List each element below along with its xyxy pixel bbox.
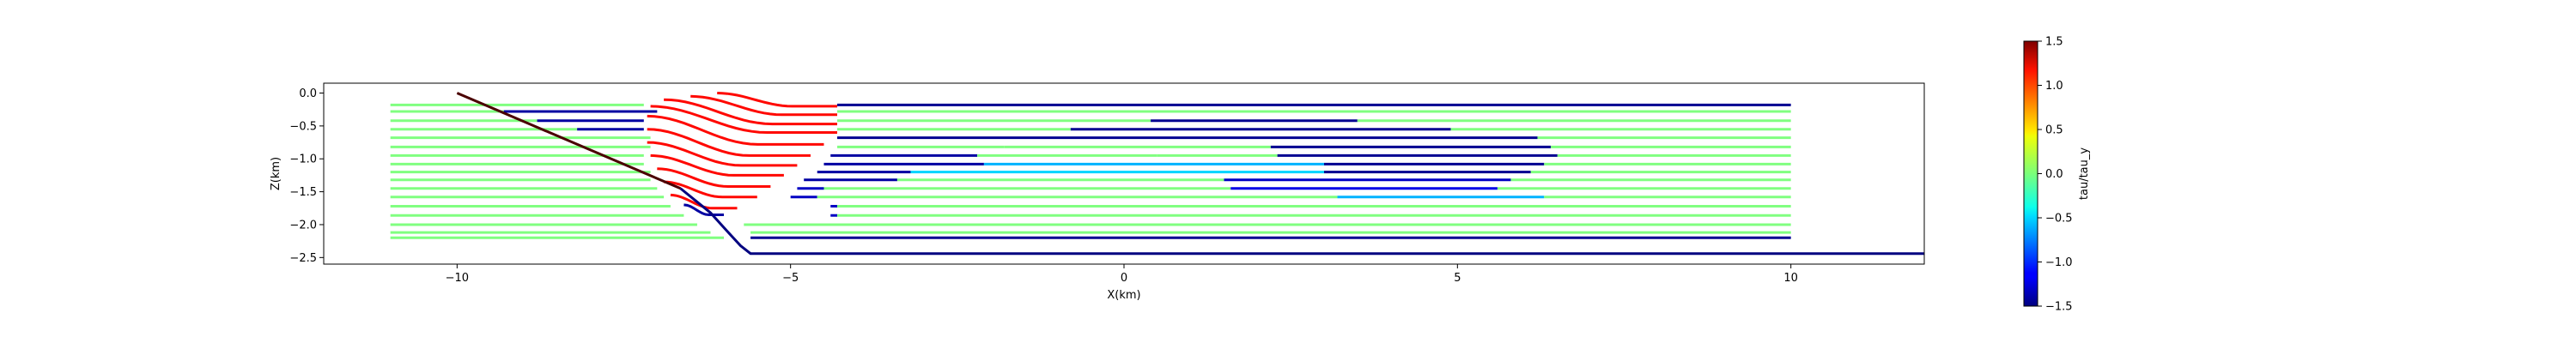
colorbar-tick-label: 0.0 bbox=[2045, 168, 2063, 181]
fold-curve bbox=[664, 180, 757, 199]
colorbar-tick-label: 1.5 bbox=[2045, 36, 2063, 49]
x-tick-label: −10 bbox=[446, 272, 469, 285]
x-tick-label: 5 bbox=[1454, 272, 1461, 285]
colorbar-gradient bbox=[2023, 40, 2038, 307]
colorbar-tick-label: −1.5 bbox=[2045, 301, 2073, 314]
x-tick-label: −5 bbox=[782, 272, 799, 285]
y-tick-label: −0.5 bbox=[289, 120, 317, 133]
plot-content bbox=[390, 92, 1924, 256]
fold-curve bbox=[690, 94, 837, 117]
y-tick-label: −1.5 bbox=[289, 186, 317, 199]
basal-fault-line bbox=[679, 187, 1924, 256]
fold-curve bbox=[647, 114, 824, 146]
colorbar-tick-label: 1.0 bbox=[2045, 80, 2063, 93]
fold-curve bbox=[664, 98, 837, 126]
x-tick-label: 10 bbox=[1783, 272, 1798, 285]
plot-area: −10 −5 0 5 10 0.0−0.5−1.0−1.5−2.0−2.5 X(km) … bbox=[270, 82, 1925, 302]
y-tick-label: 0.0 bbox=[299, 87, 317, 100]
y-tick-label: −1.0 bbox=[289, 153, 317, 166]
colorbar-tick-label: 0.5 bbox=[2045, 124, 2063, 137]
colorbar: 1.5 1.0 0.5 0.0 −0.5 −1.0 −1.5 tau/tau_y bbox=[2023, 36, 2091, 314]
y-axis-label: Z(km) bbox=[270, 157, 283, 190]
fold-curve bbox=[647, 128, 811, 157]
fold-curve bbox=[650, 153, 784, 177]
fold-curve bbox=[683, 203, 724, 216]
x-axis: −10 −5 0 5 10 bbox=[446, 264, 1798, 285]
colorbar-tick-label: −1.0 bbox=[2045, 256, 2073, 269]
fault-line bbox=[456, 92, 682, 190]
y-axis: 0.0 −0.5 −1.0 −1.5 −2.0 −2.5 bbox=[289, 87, 324, 265]
colorbar-tick-label: −0.5 bbox=[2045, 213, 2073, 226]
y-tick-label: −2.0 bbox=[289, 219, 317, 232]
fold-curve bbox=[657, 167, 771, 188]
fold-curve bbox=[717, 92, 837, 108]
x-axis-label: X(km) bbox=[1107, 289, 1140, 302]
fold-curve bbox=[647, 141, 798, 167]
y-tick-label: −2.5 bbox=[289, 252, 317, 265]
fold-curve bbox=[650, 105, 837, 134]
colorbar-label: tau/tau_y bbox=[2078, 147, 2091, 200]
colorbar-ticks: 1.5 1.0 0.5 0.0 −0.5 −1.0 −1.5 bbox=[2038, 36, 2073, 314]
x-tick-label: 0 bbox=[1121, 272, 1127, 285]
